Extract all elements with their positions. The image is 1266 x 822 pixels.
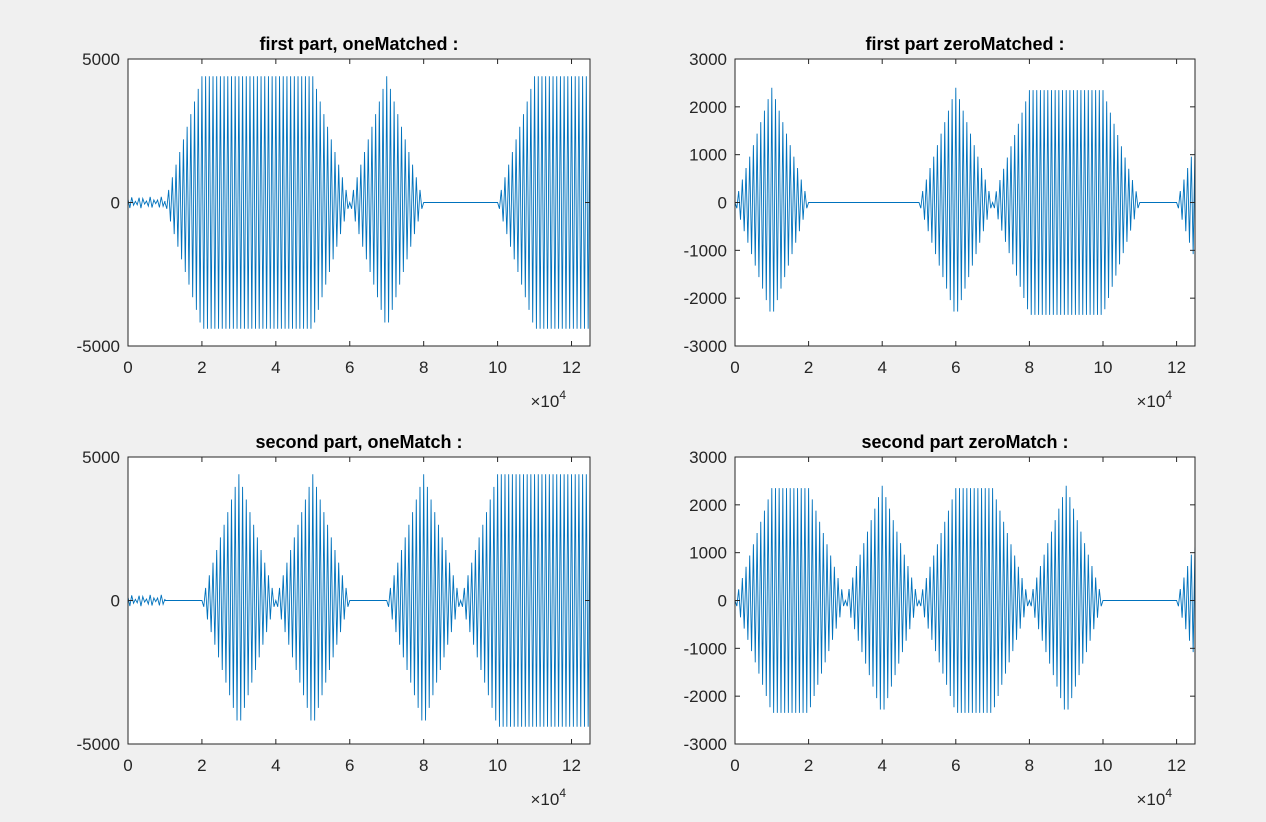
y-tick-label: -5000 bbox=[77, 337, 120, 356]
x-tick-label: 6 bbox=[951, 358, 960, 377]
y-tick-label: -2000 bbox=[684, 289, 727, 308]
y-tick-label: 5000 bbox=[82, 448, 120, 467]
x-tick-label: 0 bbox=[123, 756, 132, 775]
y-tick-label: -2000 bbox=[684, 687, 727, 706]
y-tick-label: 5000 bbox=[82, 50, 120, 69]
x-exponent-power: 4 bbox=[1165, 388, 1172, 402]
x-tick-label: 2 bbox=[804, 358, 813, 377]
y-tick-label: 0 bbox=[718, 194, 727, 213]
y-tick-label: 2000 bbox=[689, 98, 727, 117]
x-tick-label: 6 bbox=[951, 756, 960, 775]
series-line-0 bbox=[127, 76, 591, 329]
x-tick-label: 2 bbox=[197, 358, 206, 377]
subplot-first-part-zeromatched: first part zeroMatched : 0 2 4 6 8 10 12 3000 20… bbox=[684, 34, 1196, 411]
x-tick-label: 6 bbox=[345, 756, 354, 775]
y-tick-label: 1000 bbox=[689, 544, 727, 563]
chart-title: first part zeroMatched : bbox=[865, 34, 1064, 54]
y-tick-label: 3000 bbox=[689, 50, 727, 69]
x-exponent-power: 4 bbox=[559, 388, 566, 402]
y-tick-label: -5000 bbox=[77, 735, 120, 754]
x-tick-label: 12 bbox=[1167, 756, 1186, 775]
x-tick-label: 10 bbox=[1094, 756, 1113, 775]
plot-area: 0 2 4 6 8 10 12 3000 2000 1000 0 -1000 -2000 -3000 bbox=[684, 448, 1196, 775]
x-tick-label: 4 bbox=[271, 358, 280, 377]
x-tick-label: 6 bbox=[345, 358, 354, 377]
x-exponent-base: ×10 bbox=[1136, 392, 1165, 411]
x-tick-label: 12 bbox=[562, 756, 581, 775]
x-exponent-base: ×10 bbox=[530, 790, 559, 809]
x-exponent-label: ×104 bbox=[530, 786, 566, 809]
series-line-0 bbox=[734, 87, 1196, 315]
x-exponent-power: 4 bbox=[1165, 786, 1172, 800]
y-tick-label: -3000 bbox=[684, 735, 727, 754]
x-tick-label: 0 bbox=[123, 358, 132, 377]
y-tick-label: 3000 bbox=[689, 448, 727, 467]
chart-title: second part, oneMatch : bbox=[255, 432, 462, 452]
y-tick-label: -1000 bbox=[684, 639, 727, 658]
x-tick-label: 8 bbox=[1025, 756, 1034, 775]
x-tick-label: 12 bbox=[1167, 358, 1186, 377]
x-exponent-label: ×104 bbox=[530, 388, 566, 411]
x-tick-label: 0 bbox=[730, 358, 739, 377]
x-tick-label: 10 bbox=[1094, 358, 1113, 377]
plot-area: 0 2 4 6 8 10 12 3000 2000 1000 0 -1000 -2000 -3000 bbox=[684, 50, 1196, 377]
y-tick-label: 0 bbox=[111, 592, 120, 611]
y-tick-label: 0 bbox=[111, 194, 120, 213]
y-tick-label: -3000 bbox=[684, 337, 727, 356]
x-tick-label: 10 bbox=[488, 358, 507, 377]
subplot-second-part-zeromatch: second part zeroMatch : 0 2 4 6 8 10 12 3000 200… bbox=[684, 432, 1196, 809]
x-tick-label: 4 bbox=[877, 358, 886, 377]
y-tick-label: 0 bbox=[718, 592, 727, 611]
x-tick-label: 0 bbox=[730, 756, 739, 775]
x-exponent-base: ×10 bbox=[1136, 790, 1165, 809]
x-tick-label: 8 bbox=[419, 756, 428, 775]
x-tick-label: 4 bbox=[877, 756, 886, 775]
x-tick-label: 2 bbox=[197, 756, 206, 775]
chart-title: second part zeroMatch : bbox=[861, 432, 1068, 452]
y-tick-label: 1000 bbox=[689, 146, 727, 165]
x-tick-label: 2 bbox=[804, 756, 813, 775]
series-line-0 bbox=[127, 474, 591, 727]
subplot-first-part-onematched: first part, oneMatched : 0 2 4 6 8 10 1250000-… bbox=[77, 34, 591, 411]
subplot-second-part-onematch: second part, oneMatch : 0 2 4 6 8 10 1250000-5… bbox=[77, 432, 591, 809]
y-tick-label: 2000 bbox=[689, 496, 727, 515]
x-exponent-base: ×10 bbox=[530, 392, 559, 411]
x-exponent-label: ×104 bbox=[1136, 786, 1172, 809]
x-tick-label: 4 bbox=[271, 756, 280, 775]
x-tick-label: 10 bbox=[488, 756, 507, 775]
x-exponent-power: 4 bbox=[559, 786, 566, 800]
x-exponent-label: ×104 bbox=[1136, 388, 1172, 411]
x-tick-label: 8 bbox=[419, 358, 428, 377]
series-line-0 bbox=[734, 485, 1196, 713]
chart-title: first part, oneMatched : bbox=[259, 34, 458, 54]
x-tick-label: 12 bbox=[562, 358, 581, 377]
x-tick-label: 8 bbox=[1025, 358, 1034, 377]
y-tick-label: -1000 bbox=[684, 241, 727, 260]
